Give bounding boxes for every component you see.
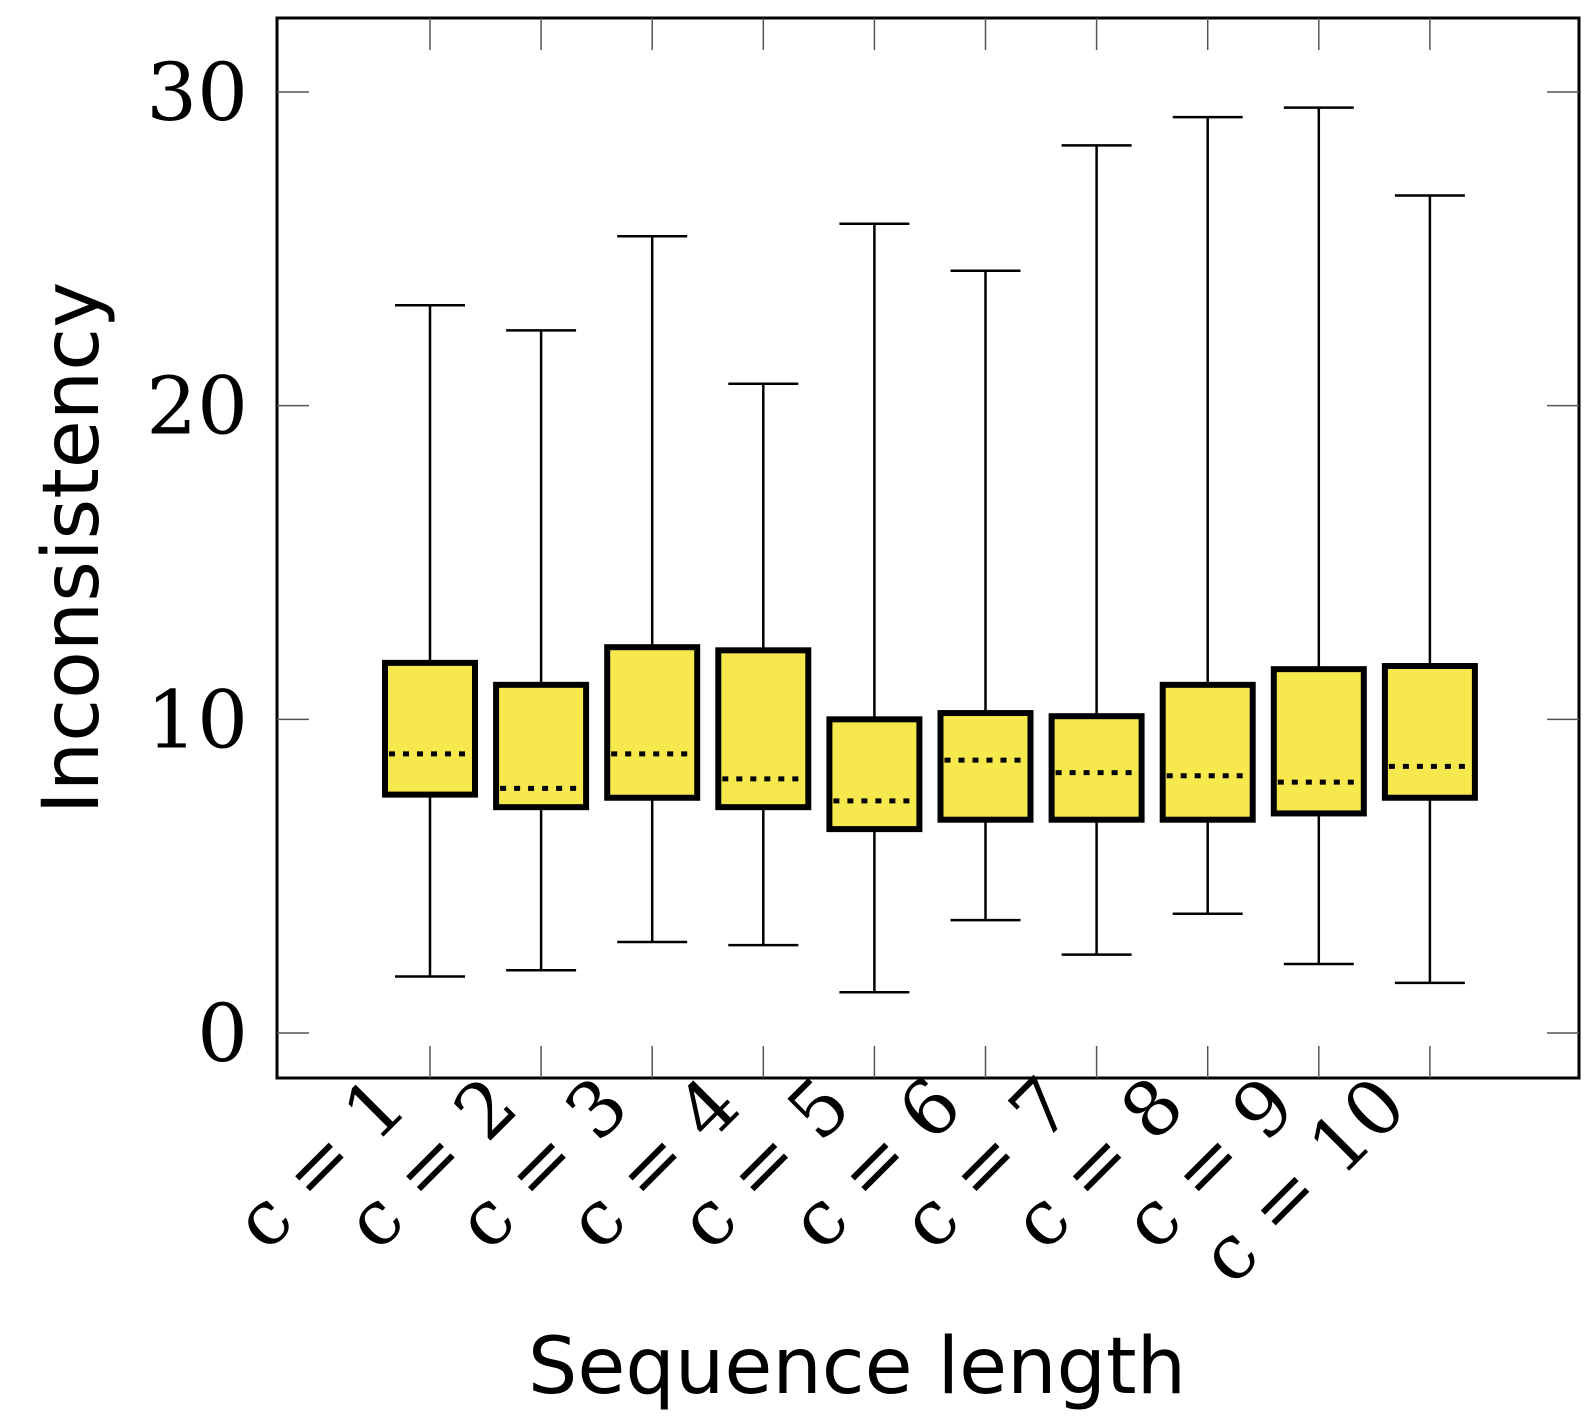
box-iqr [1270,666,1367,817]
plot-area-frame [275,16,1581,1080]
box-group [1270,106,1367,966]
y-tick-label: 0 [197,987,248,1080]
box-iqr [937,710,1034,823]
box-group [937,269,1034,922]
y-tick-labels: 0 10 20 30 [146,46,248,1080]
x-axis-title: Sequence length [528,1322,1186,1412]
box-iqr [1381,663,1478,801]
box-iqr [715,647,812,811]
box-iqr [1048,713,1145,823]
box-group [715,382,812,947]
y-tick-label: 20 [146,360,248,453]
box-group [1159,115,1256,916]
y-tick-label: 10 [146,673,248,766]
y-axis-title: Inconsistency [27,282,117,814]
y-tick-label: 30 [146,46,248,139]
axis-ticks [277,18,1579,1078]
box-group [1381,194,1478,985]
box-iqr [1159,681,1256,823]
box-group [493,329,590,972]
box-iqr [826,716,923,833]
boxes [382,106,1478,994]
box-group [826,222,923,994]
box-group [604,235,701,944]
x-tick-labels: c = 1c = 2c = 3c = 4c = 5c = 6c = 7c = 8… [216,1060,1422,1301]
box-iqr [604,644,701,801]
box-iqr [382,659,478,798]
box-group [1048,144,1145,956]
box-group [382,304,478,978]
